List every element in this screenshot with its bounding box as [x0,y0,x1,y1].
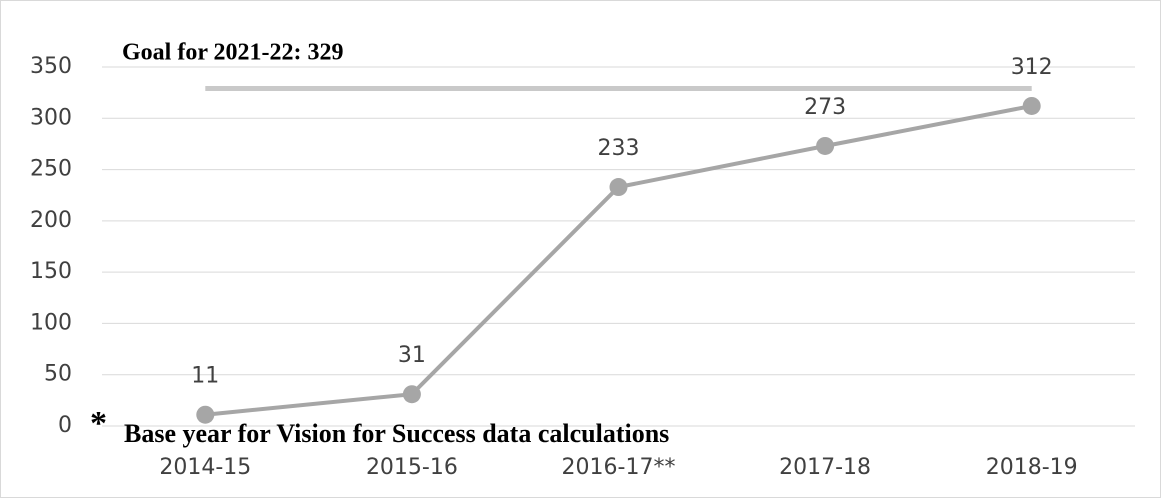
data-point [609,178,628,197]
data-point [402,385,421,404]
goal-label: Goal for 2021-22: 329 [122,40,344,66]
data-label: 312 [1011,55,1053,80]
x-tick-label: 2016-17** [562,455,676,480]
y-tick-label: 300 [30,105,72,130]
y-tick-label: 100 [30,310,72,335]
data-point [1022,96,1041,115]
data-label: 273 [804,95,846,120]
x-tick-label: 2017-18 [779,455,871,480]
annotation-marker: * [90,405,107,442]
y-tick-label: 150 [30,259,72,284]
y-tick-label: 350 [30,54,72,79]
y-tick-label: 250 [30,157,72,182]
data-point [816,136,835,155]
data-label: 233 [598,136,640,161]
data-label: 31 [398,343,426,368]
y-tick-label: 200 [30,208,72,233]
data-point [196,405,215,424]
x-tick-label: 2014-15 [159,455,251,480]
x-tick-label: 2018-19 [986,455,1078,480]
x-tick-label: 2015-16 [366,455,458,480]
data-label: 11 [191,364,219,389]
y-tick-label: 0 [58,413,72,438]
annotation-text: Base year for Vision for Success data ca… [124,419,669,448]
y-tick-label: 50 [44,362,72,387]
